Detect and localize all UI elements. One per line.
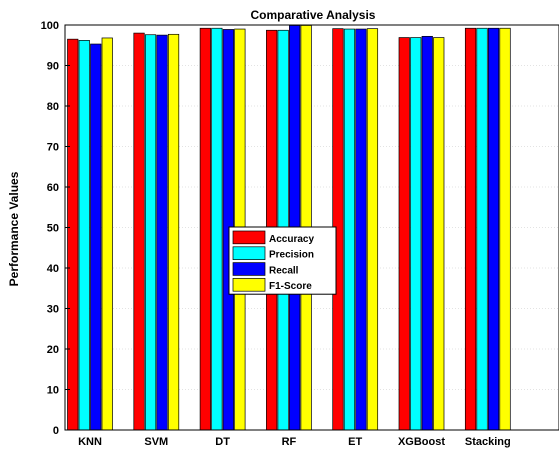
y-tick-label: 0 [53, 425, 59, 437]
y-tick-label: 50 [47, 223, 59, 235]
bar-accuracy-xgboost [398, 37, 410, 431]
bar-precision-xgboost [410, 37, 422, 431]
y-tick-label: 60 [47, 182, 59, 194]
y-tick-label: 30 [47, 304, 59, 316]
bar-accuracy-svm [133, 32, 145, 431]
y-tick-label: 80 [47, 101, 59, 113]
legend-label: F1-Score [269, 281, 312, 292]
bar-recall-et [355, 28, 367, 431]
x-tick-label: SVM [144, 436, 168, 448]
bar-f1-score-knn [101, 37, 113, 431]
x-tick-label: ET [348, 436, 362, 448]
bar-f1-score-xgboost [433, 37, 445, 431]
bar-f1-score-stacking [499, 27, 511, 431]
bar-precision-stacking [476, 27, 488, 431]
bar-accuracy-knn [67, 38, 79, 431]
bar-precision-svm [144, 34, 157, 431]
bar-recall-knn [90, 43, 102, 431]
legend-swatch [232, 262, 266, 276]
legend-swatch [232, 230, 266, 245]
bar-recall-stacking [487, 27, 500, 431]
y-axis-title: Performance Values [7, 171, 21, 286]
bar-precision-knn [78, 40, 90, 431]
x-axis-ticks: KNN SVM DT RF ET XGBoost Stacking [78, 436, 511, 448]
legend-label: Accuracy [269, 234, 314, 245]
x-tick-label: DT [215, 436, 230, 448]
x-tick-label: Stacking [465, 436, 511, 448]
y-tick-label: 10 [47, 385, 59, 397]
legend-swatch [232, 278, 266, 292]
legend-label: Recall [269, 265, 299, 276]
y-axis-ticks: 0 10 20 30 40 50 60 70 80 90 100 [41, 20, 70, 437]
y-tick-label: 100 [41, 20, 59, 32]
y-tick-label: 20 [47, 344, 59, 356]
x-tick-label: XGBoost [398, 436, 445, 448]
legend-label: Precision [269, 250, 314, 261]
bar-recall-svm [156, 34, 168, 431]
y-tick-label: 70 [47, 142, 59, 154]
legend: Accuracy Precision Recall F1-Score [228, 226, 337, 295]
bar-accuracy-dt [199, 27, 211, 431]
chart-title: Comparative Analysis [251, 8, 376, 22]
legend-swatch [232, 246, 266, 260]
bar-recall-xgboost [421, 35, 433, 431]
x-tick-label: RF [282, 436, 297, 448]
bar-f1-score-et [366, 28, 379, 431]
y-tick-label: 90 [47, 61, 59, 73]
bar-precision-dt [211, 27, 223, 431]
x-tick-label: KNN [78, 436, 102, 448]
bar-f1-score-svm [167, 33, 180, 431]
y-tick-label: 40 [47, 263, 59, 275]
bar-accuracy-stacking [464, 27, 477, 431]
bar-precision-et [343, 28, 356, 431]
